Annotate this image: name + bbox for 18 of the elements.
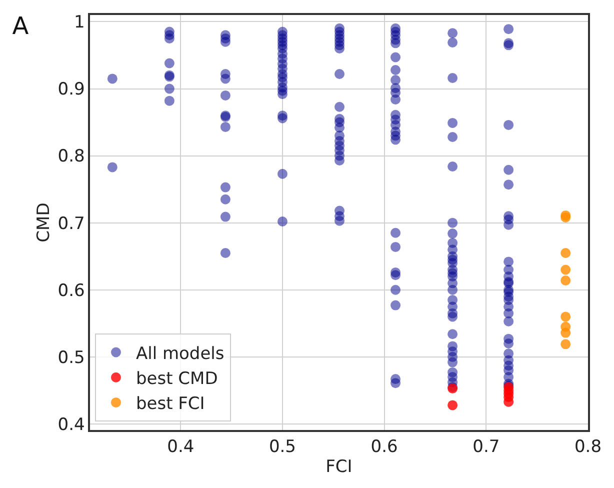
y-tick-label: 0.9: [58, 80, 85, 100]
y-tick-label: 1: [74, 12, 85, 33]
x-tick-label: 0.8: [574, 437, 602, 458]
y-axis-title: CMD: [34, 202, 54, 242]
x-tick-label: 0.5: [268, 437, 296, 458]
chart-title: A: [12, 12, 30, 40]
y-tick-label: 0.5: [58, 348, 85, 368]
y-tick-label: 0.4: [58, 414, 85, 435]
y-tick-label: 0.6: [58, 280, 85, 301]
y-tick-label: 0.8: [58, 146, 85, 167]
x-tick-label: 0.6: [370, 437, 398, 458]
x-axis-title: FCI: [326, 457, 352, 478]
x-tick-label: 0.4: [167, 437, 194, 458]
legend-label: best CMD: [136, 368, 218, 389]
legend-label: best FCI: [136, 394, 205, 414]
x-tick-label: 0.7: [472, 437, 500, 458]
y-tick-label: 0.7: [58, 214, 85, 234]
legend-label: All models: [136, 344, 224, 364]
